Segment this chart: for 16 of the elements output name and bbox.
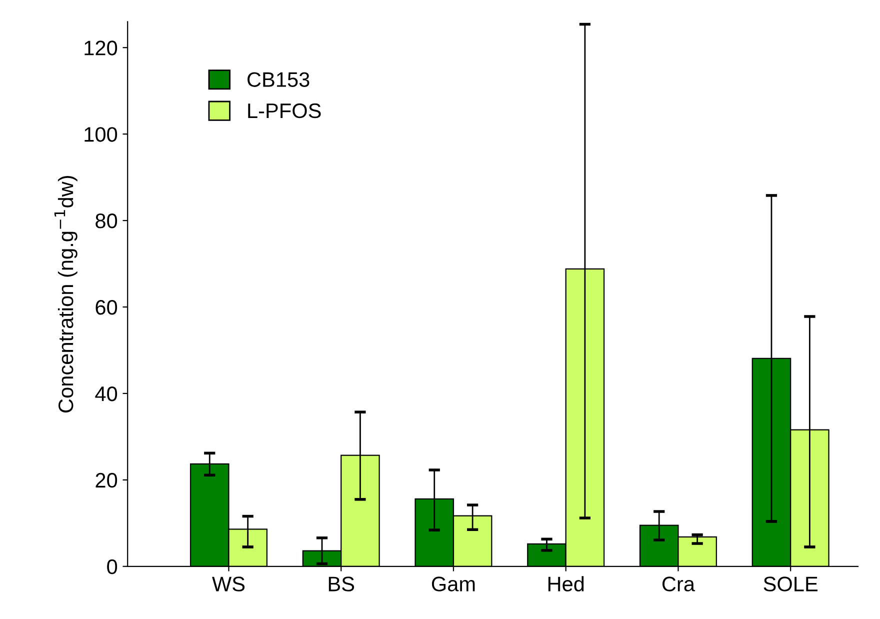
- x-tick-label: Cra: [662, 576, 695, 592]
- y-tick-label: 60: [96, 300, 118, 315]
- y-tick-label: 100: [84, 127, 118, 142]
- y-tick-label: 40: [95, 386, 118, 402]
- x-tick-label: SOLE: [764, 576, 818, 592]
- x-tick-label: BS: [328, 576, 354, 592]
- y-tick-label: 80: [96, 214, 118, 228]
- x-tick-label: WS: [212, 576, 245, 592]
- legend-label: L-PFOS: [248, 103, 321, 118]
- y-tick-label: 20: [96, 472, 118, 488]
- y-axis-title: Concentration (ng.g$^{−1}$dw): [54, 176, 78, 412]
- y-tick-label: 120: [84, 40, 118, 56]
- y-tick-label: 0: [107, 559, 118, 574]
- x-tick-label: Gam: [432, 576, 475, 592]
- x-tick-label: Hed: [548, 576, 584, 592]
- legend-label: CB153: [248, 72, 310, 87]
